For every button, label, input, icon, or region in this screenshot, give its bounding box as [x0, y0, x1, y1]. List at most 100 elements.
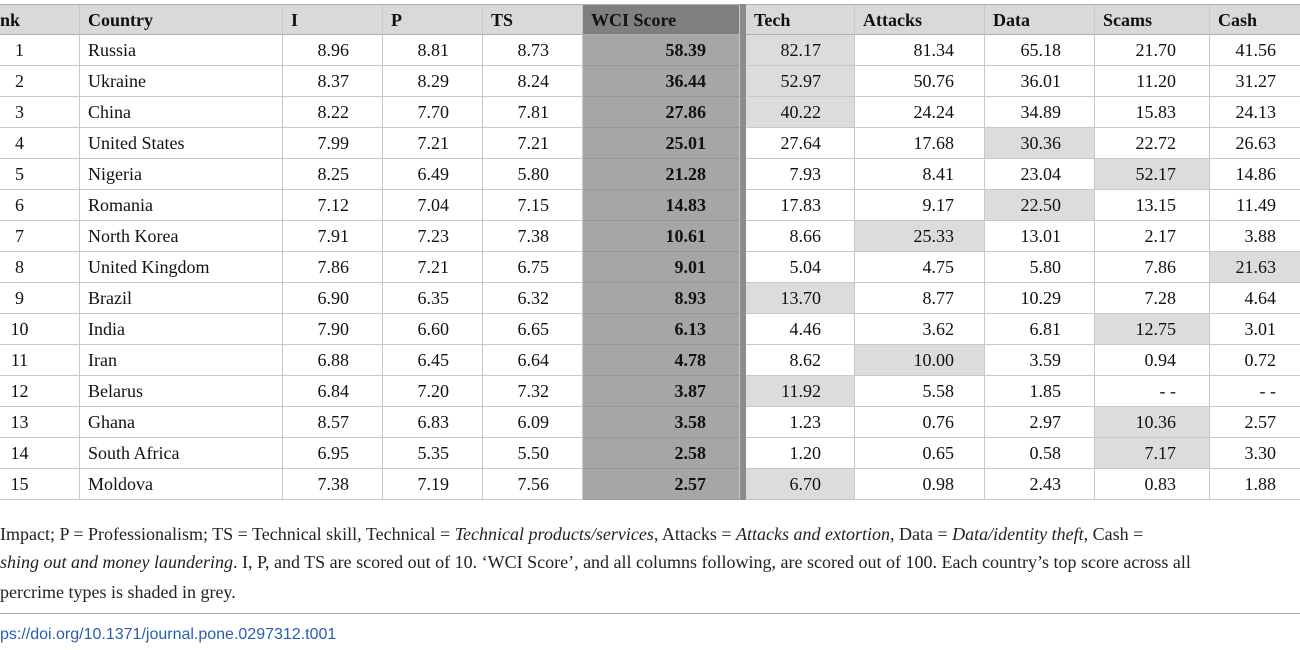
table-cell: 6.49 [383, 159, 483, 190]
table-cell: 22.50 [985, 190, 1095, 221]
table-cell: 3.87 [583, 376, 740, 407]
table-cell: 50.76 [855, 66, 985, 97]
table-cell: Brazil [80, 283, 283, 314]
table-cell: 5 [0, 159, 80, 190]
table-cell: 36.44 [583, 66, 740, 97]
table-cell: 7.15 [483, 190, 583, 221]
table-cell: 13 [0, 407, 80, 438]
table-cell: 81.34 [855, 35, 985, 66]
header-cell: TS [483, 4, 583, 35]
table-cell: 6.35 [383, 283, 483, 314]
table-cell: 5.50 [483, 438, 583, 469]
table-cell: 7.23 [383, 221, 483, 252]
table-cell: 10.61 [583, 221, 740, 252]
table-cell: 7.90 [283, 314, 383, 345]
table-cell: 58.39 [583, 35, 740, 66]
table-cell: 27.64 [746, 128, 855, 159]
table-cell: 4.46 [746, 314, 855, 345]
header-cell: Attacks [855, 4, 985, 35]
table-cell: South Africa [80, 438, 283, 469]
table-cell: 5.04 [746, 252, 855, 283]
table-cell: 52.17 [1095, 159, 1210, 190]
table-cell: 10.36 [1095, 407, 1210, 438]
table-cell: 65.18 [985, 35, 1095, 66]
footnote-text: , Attacks = [653, 524, 736, 544]
table-cell: 36.01 [985, 66, 1095, 97]
table-cell: Ukraine [80, 66, 283, 97]
header-cell: P [383, 4, 483, 35]
table-cell: 2.58 [583, 438, 740, 469]
table-cell: 4.75 [855, 252, 985, 283]
table-cell: 8.62 [746, 345, 855, 376]
table-cell: 21.70 [1095, 35, 1210, 66]
table-cell: 6.65 [483, 314, 583, 345]
table-cell: 6.88 [283, 345, 383, 376]
table-cell: 7 [0, 221, 80, 252]
table-cell: 17.68 [855, 128, 985, 159]
table-cell: 8.66 [746, 221, 855, 252]
table-cell: 2.57 [583, 469, 740, 500]
table-cell: 8.96 [283, 35, 383, 66]
table-cell: 7.21 [383, 252, 483, 283]
table-cell: 12.75 [1095, 314, 1210, 345]
table-cell: 8.81 [383, 35, 483, 66]
table-cell: 2.43 [985, 469, 1095, 500]
footnote-text: Data/identity theft [952, 524, 1084, 544]
table-cell: 15.83 [1095, 97, 1210, 128]
table-cell: Moldova [80, 469, 283, 500]
table-cell: 3.30 [1210, 438, 1300, 469]
table-cell: 7.86 [1095, 252, 1210, 283]
doi-link[interactable]: ps://doi.org/10.1371/journal.pone.029731… [0, 626, 337, 643]
separator [0, 613, 1300, 614]
table-cell: 6 [0, 190, 80, 221]
table-cell: United Kingdom [80, 252, 283, 283]
table-cell: Belarus [80, 376, 283, 407]
table-cell: 2.17 [1095, 221, 1210, 252]
footnote-text: , Data = [889, 524, 953, 544]
table-cell: 2 [0, 66, 80, 97]
table-cell: 1.23 [746, 407, 855, 438]
footnote-line: percrime types is shaded in grey. [0, 582, 236, 603]
header-cell: Tech [746, 4, 855, 35]
table-cell: Ghana [80, 407, 283, 438]
table-cell: 25.33 [855, 221, 985, 252]
table-cell: 3 [0, 97, 80, 128]
table-cell: 2.97 [985, 407, 1095, 438]
table-cell: 0.98 [855, 469, 985, 500]
table-cell: 14.86 [1210, 159, 1300, 190]
table-cell: 0.76 [855, 407, 985, 438]
table-cell: 3.62 [855, 314, 985, 345]
table-cell: 14 [0, 438, 80, 469]
table-cell: 15 [0, 469, 80, 500]
table-cell: 82.17 [746, 35, 855, 66]
table-cell: 26.63 [1210, 128, 1300, 159]
table-cell: 6.83 [383, 407, 483, 438]
table-cell: 8.29 [383, 66, 483, 97]
table-cell: 7.21 [383, 128, 483, 159]
table-cell: 6.90 [283, 283, 383, 314]
table-cell: 0.94 [1095, 345, 1210, 376]
table-cell: 5.80 [985, 252, 1095, 283]
table-cell: 8.22 [283, 97, 383, 128]
table-cell: 7.04 [383, 190, 483, 221]
table-cell: 7.38 [483, 221, 583, 252]
table-cell: 7.91 [283, 221, 383, 252]
footnote-text: shing out and money laundering [0, 552, 233, 572]
table-cell: 21.63 [1210, 252, 1300, 283]
footnote-text: Impact; P = Professionalism; TS = Techni… [0, 524, 455, 544]
table-cell: 34.89 [985, 97, 1095, 128]
table-cell: 7.99 [283, 128, 383, 159]
table-cell: 8.57 [283, 407, 383, 438]
table-cell: 4.78 [583, 345, 740, 376]
table-cell: 13.15 [1095, 190, 1210, 221]
table-cell: North Korea [80, 221, 283, 252]
table-cell: 25.01 [583, 128, 740, 159]
table-cell: 7.17 [1095, 438, 1210, 469]
header-cell: Scams [1095, 4, 1210, 35]
table-cell: 7.12 [283, 190, 383, 221]
table-cell: United States [80, 128, 283, 159]
table-cell: 6.64 [483, 345, 583, 376]
table-cell: 8.41 [855, 159, 985, 190]
header-cell: Country [80, 4, 283, 35]
